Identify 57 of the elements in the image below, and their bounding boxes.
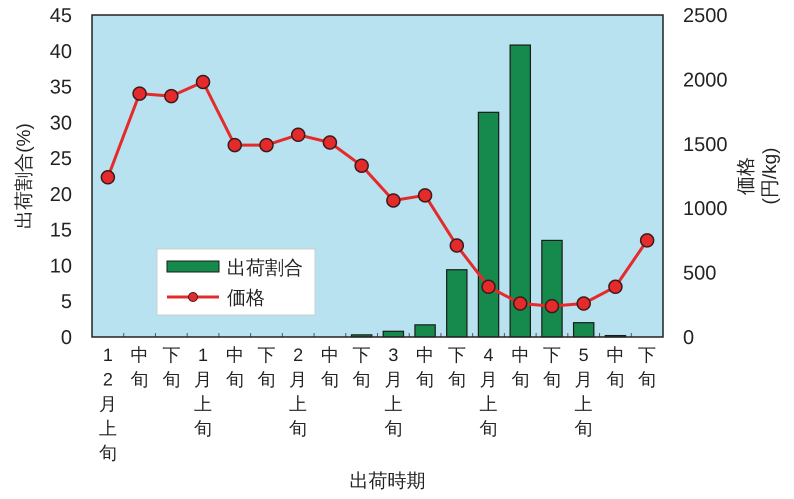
tick: 下旬 — [257, 345, 276, 390]
tick: 下旬 — [448, 345, 466, 390]
y-tick-label: 10 — [50, 255, 72, 278]
point — [100, 170, 116, 185]
point — [544, 298, 560, 314]
y2-tick-label: 1000 — [683, 198, 728, 220]
point — [228, 138, 242, 152]
y-tick-label: 5 — [60, 291, 72, 314]
tick: 下旬 — [638, 345, 656, 390]
tick: 4月上旬 — [480, 345, 498, 438]
y2-tick-label: 0 — [683, 327, 694, 349]
y-tick-label: 15 — [50, 220, 72, 242]
point — [386, 193, 401, 208]
legend-label: 出荷割合 — [227, 258, 303, 279]
tick: 1月上旬 — [194, 345, 212, 438]
y-tick-label: 0 — [60, 327, 72, 349]
point — [290, 128, 306, 142]
point — [640, 233, 654, 248]
tick: 下旬 — [162, 345, 180, 390]
y2-tick-label: 500 — [683, 262, 716, 285]
y-tick-label: 45 — [50, 5, 72, 27]
point — [513, 296, 528, 311]
tick: 下旬 — [352, 345, 371, 390]
tick: 中旬 — [226, 345, 244, 390]
x-axis-title: 出荷時期 — [350, 471, 426, 492]
point — [259, 138, 274, 152]
tick: 中旬 — [416, 345, 434, 390]
tick: 中旬 — [320, 345, 339, 390]
y-tick-label: 35 — [50, 76, 72, 99]
point — [418, 188, 432, 203]
tick: 下旬 — [542, 345, 561, 390]
y2-axis-title: 価格 (円/kg) — [736, 148, 781, 204]
point — [354, 158, 369, 173]
tick: 12月上旬 — [98, 345, 117, 463]
y-tick-label: 30 — [50, 112, 72, 134]
y2-tick-label: 2500 — [683, 5, 728, 27]
y2-tick-label: 2000 — [683, 69, 728, 92]
point — [164, 88, 179, 104]
point — [450, 238, 464, 253]
tick: 中旬 — [606, 345, 624, 390]
tick: 中旬 — [130, 345, 149, 390]
tick: 中旬 — [511, 345, 530, 390]
y2-tick-label: 1500 — [683, 134, 728, 156]
tick: 5月上旬 — [574, 345, 593, 438]
point — [322, 135, 338, 150]
point — [576, 296, 591, 311]
legend-label: 価格 — [227, 288, 265, 309]
tick: 2月上旬 — [289, 345, 308, 438]
point — [481, 280, 496, 294]
point — [608, 280, 623, 294]
y-tick-label: 25 — [50, 148, 72, 170]
y-axis-title: 出荷割合(%) — [14, 123, 35, 229]
tick: 3月上旬 — [384, 345, 402, 438]
point — [196, 74, 210, 90]
point — [132, 86, 147, 101]
y-tick-label: 40 — [50, 40, 72, 63]
y-tick-label: 20 — [50, 184, 72, 206]
